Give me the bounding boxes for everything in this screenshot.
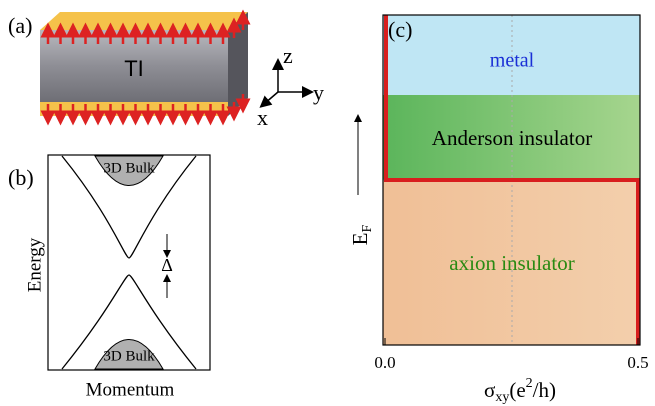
block-label: TI (124, 56, 144, 81)
label-part: 2 (526, 376, 533, 391)
panel-label: (c) (388, 17, 412, 42)
axis-label: y (313, 80, 324, 105)
label-part: σ (484, 378, 495, 402)
region-label: axion insulator (449, 251, 574, 275)
top-face (40, 12, 248, 30)
x-axis-label: σxy(e2/h) (484, 376, 556, 405)
label-part: (e (509, 378, 525, 402)
x-tick-label: 0.5 (627, 353, 648, 372)
label-part: /h) (533, 378, 556, 402)
label-part: F (360, 224, 375, 232)
label-part: E (348, 232, 372, 245)
bulk-label: 3D Bulk (103, 160, 155, 176)
bottom-surface (40, 102, 228, 116)
figure: (a) TI z y x (b) Δ 3D Bulk 3D Bulk Energ… (0, 0, 655, 406)
gap-label: Δ (161, 255, 173, 275)
bulk-label: 3D Bulk (103, 348, 155, 364)
axes-triad (264, 64, 308, 104)
panel-label: (b) (8, 165, 34, 190)
frame (48, 155, 210, 370)
panel-label: (a) (8, 13, 32, 38)
axis-label: x (257, 105, 268, 130)
y-axis-label: EF (348, 224, 375, 245)
region-label: metal (490, 50, 535, 72)
region-label: Anderson insulator (432, 126, 592, 150)
x-axis-label: Momentum (86, 379, 175, 400)
x-tick-label: 0.0 (374, 353, 395, 372)
label-part: xy (495, 390, 509, 405)
axis-label: z (283, 43, 293, 68)
y-axis-label: Energy (24, 237, 45, 292)
side-face (228, 12, 248, 116)
